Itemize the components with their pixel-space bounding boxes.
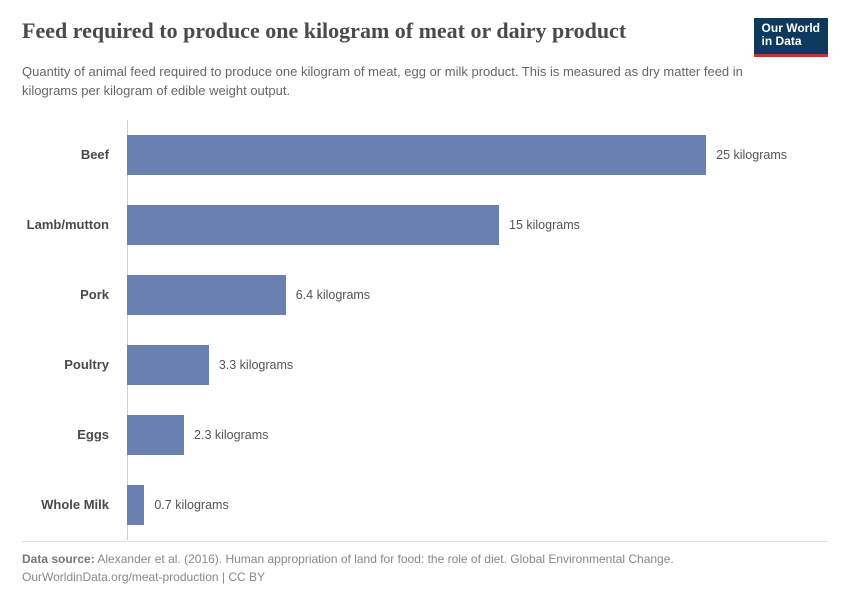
category-label: Whole Milk xyxy=(41,497,109,512)
category-label: Poultry xyxy=(64,357,109,372)
bar-row: Poultry3.3 kilograms xyxy=(127,330,787,400)
value-label: 15 kilograms xyxy=(509,218,580,232)
bar-row: Beef25 kilograms xyxy=(127,120,787,190)
chart-title: Feed required to produce one kilogram of… xyxy=(22,18,626,44)
value-label: 25 kilograms xyxy=(716,148,787,162)
category-label: Lamb/mutton xyxy=(27,217,109,232)
value-label: 6.4 kilograms xyxy=(296,288,370,302)
bar-chart: Beef25 kilogramsLamb/mutton15 kilogramsP… xyxy=(22,120,828,540)
category-label: Pork xyxy=(80,287,109,302)
bar-row: Whole Milk0.7 kilograms xyxy=(127,470,787,540)
bar-row: Lamb/mutton15 kilograms xyxy=(127,190,787,260)
chart-subtitle: Quantity of animal feed required to prod… xyxy=(22,63,802,99)
bar xyxy=(127,205,499,245)
source-line: Data source: Alexander et al. (2016). Hu… xyxy=(22,550,828,568)
header-row: Feed required to produce one kilogram of… xyxy=(22,18,828,57)
logo-line2: in Data xyxy=(762,35,820,48)
bar-row: Eggs2.3 kilograms xyxy=(127,400,787,470)
bar xyxy=(127,135,706,175)
bar xyxy=(127,485,144,525)
owid-logo: Our World in Data xyxy=(754,18,828,57)
bars-container: Beef25 kilogramsLamb/mutton15 kilogramsP… xyxy=(127,120,787,540)
chart-footer: Data source: Alexander et al. (2016). Hu… xyxy=(22,541,828,586)
attribution-line: OurWorldinData.org/meat-production | CC … xyxy=(22,568,828,586)
category-label: Beef xyxy=(81,147,109,162)
source-text: Alexander et al. (2016). Human appropria… xyxy=(97,552,673,566)
bar xyxy=(127,345,209,385)
value-label: 3.3 kilograms xyxy=(219,358,293,372)
value-label: 2.3 kilograms xyxy=(194,428,268,442)
value-label: 0.7 kilograms xyxy=(154,498,228,512)
category-label: Eggs xyxy=(77,427,109,442)
source-label: Data source: xyxy=(22,552,95,566)
bar xyxy=(127,415,184,455)
bar xyxy=(127,275,286,315)
bar-row: Pork6.4 kilograms xyxy=(127,260,787,330)
